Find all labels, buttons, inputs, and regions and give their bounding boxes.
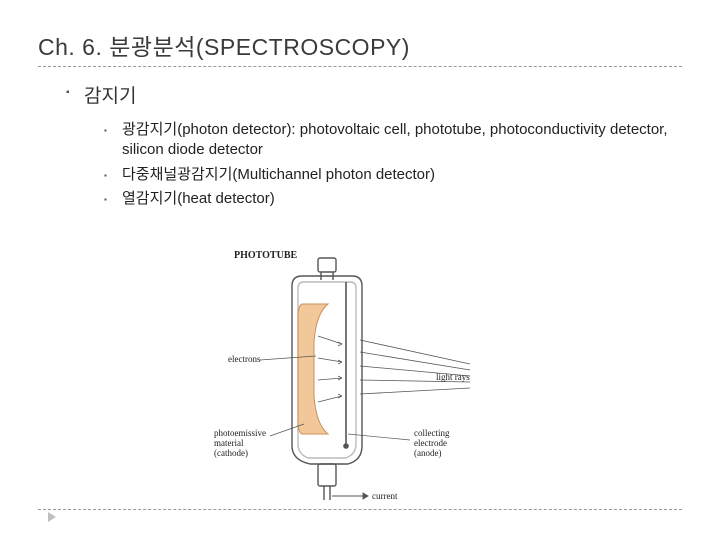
anode <box>344 282 348 448</box>
cathode <box>298 304 328 434</box>
section-heading: 감지기 <box>84 81 136 108</box>
footer-divider <box>38 509 682 510</box>
label-light-rays: light rays <box>436 372 470 382</box>
phototube-diagram: PHOTOTUBE <box>200 246 520 508</box>
bullet-marker: ▪ <box>104 165 122 185</box>
current-arrow <box>332 493 368 499</box>
page-title: Ch. 6. 분광분석(SPECTROSCOPY) <box>0 0 720 66</box>
label-cathode-3: (cathode) <box>214 448 248 458</box>
label-anode-leader <box>348 434 410 440</box>
list-item-label: 열감지기(heat detector) <box>122 189 275 209</box>
label-anode-1: collecting <box>414 428 450 438</box>
list-item: ▪ 다중채널광감지기(Multichannel photon detector) <box>104 163 672 187</box>
light-rays <box>360 340 470 394</box>
label-anode-3: (anode) <box>414 448 441 458</box>
electrons <box>318 336 342 402</box>
footer-triangle-icon <box>48 512 56 522</box>
list-item-label: 다중채널광감지기(Multichannel photon detector) <box>122 165 435 185</box>
bullet-marker: ▪ <box>104 189 122 209</box>
diagram-title: PHOTOTUBE <box>234 250 297 261</box>
subitem-list: ▪ 광감지기(photon detector): photovoltaic ce… <box>0 114 720 211</box>
label-current: current <box>372 491 398 501</box>
list-item-label: 광감지기(photon detector): photovoltaic cell… <box>122 120 672 161</box>
label-cathode-1: photoemissive <box>214 428 266 438</box>
bullet-marker: ▪ <box>104 120 122 161</box>
list-item: ▪ 광감지기(photon detector): photovoltaic ce… <box>104 118 672 163</box>
label-cathode-2: material <box>214 438 244 448</box>
list-item: ▪ 열감지기(heat detector) <box>104 187 672 211</box>
label-electrons: electrons <box>228 354 261 364</box>
section-heading-row: ▪ 감지기 <box>0 67 720 114</box>
bullet-marker: ▪ <box>66 81 84 108</box>
label-anode-2: electrode <box>414 438 447 448</box>
